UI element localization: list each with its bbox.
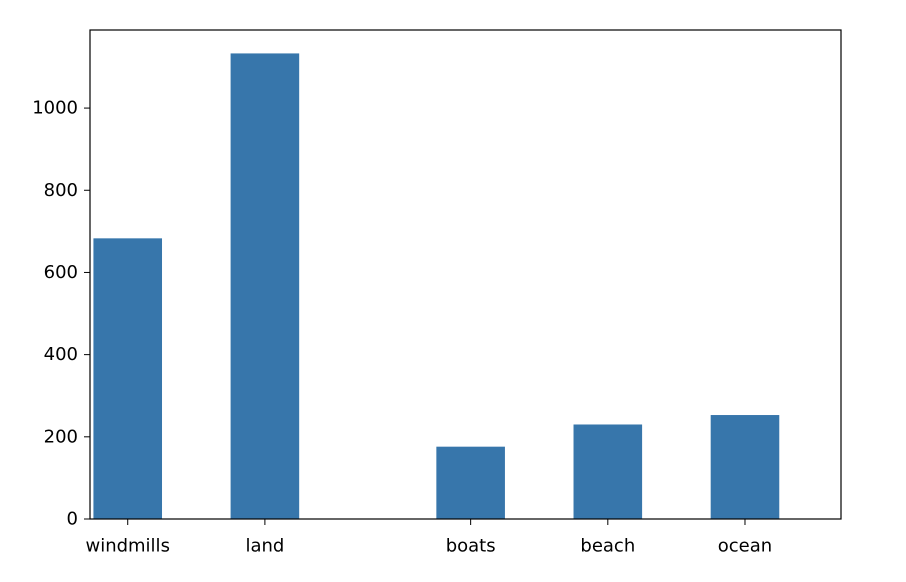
y-tick-label: 200 bbox=[44, 426, 78, 447]
bar-boats bbox=[436, 446, 505, 519]
bar-ocean bbox=[710, 415, 780, 519]
y-tick-label: 400 bbox=[44, 344, 78, 365]
x-tick-label-boats: boats bbox=[446, 536, 496, 557]
x-tick-label-windmills: windmills bbox=[85, 536, 169, 557]
y-tick-label: 1000 bbox=[32, 98, 78, 119]
bar-land bbox=[230, 53, 300, 519]
x-tick-label-beach: beach bbox=[580, 536, 635, 557]
bar-windmills bbox=[93, 238, 163, 519]
x-tick-label-land: land bbox=[245, 536, 284, 557]
y-tick-label: 800 bbox=[44, 180, 78, 201]
y-tick-label: 0 bbox=[67, 509, 78, 530]
y-axis-ticks: 0 200 400 600 800 1000 bbox=[32, 98, 90, 530]
x-axis-ticks: windmills land boats beach ocean bbox=[85, 519, 772, 557]
x-tick-label-ocean: ocean bbox=[718, 536, 772, 557]
plot-frame bbox=[89, 29, 842, 520]
y-tick-label: 600 bbox=[44, 262, 78, 283]
bar-beach bbox=[573, 424, 643, 519]
bars-group bbox=[93, 53, 780, 519]
